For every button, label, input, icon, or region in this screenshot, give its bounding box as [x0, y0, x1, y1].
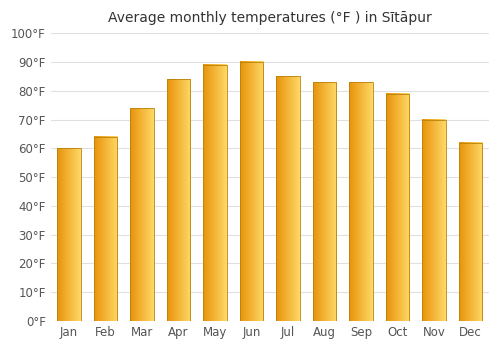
Bar	[130, 108, 154, 321]
Bar	[276, 76, 300, 321]
Bar	[203, 65, 227, 321]
Bar	[349, 82, 373, 321]
Bar	[386, 94, 409, 321]
Bar	[94, 137, 118, 321]
Bar	[422, 120, 446, 321]
Bar	[57, 148, 81, 321]
Bar	[459, 142, 482, 321]
Bar	[240, 62, 264, 321]
Bar	[312, 82, 336, 321]
Bar	[166, 79, 190, 321]
Title: Average monthly temperatures (°F ) in Sītāpur: Average monthly temperatures (°F ) in Sī…	[108, 11, 432, 25]
